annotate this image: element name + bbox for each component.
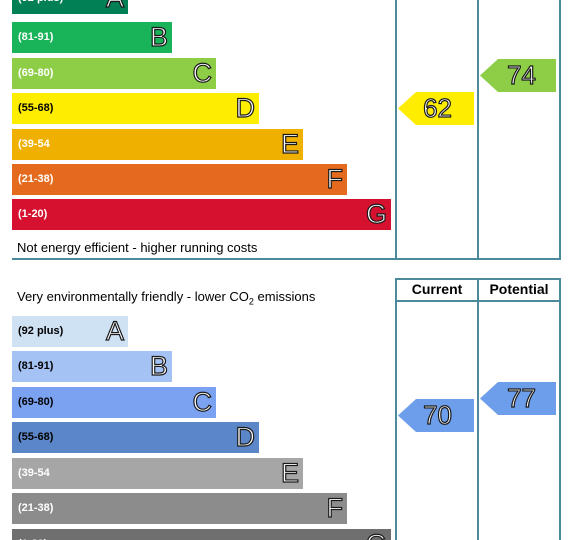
- energy-band-d: (55-68) D: [12, 92, 259, 124]
- arrow-shape: [480, 59, 556, 92]
- env-band-d: (55-68) D: [12, 421, 259, 453]
- band-letter: F: [326, 492, 344, 523]
- band-range: (69-80): [18, 396, 54, 408]
- band-range: (81-91): [18, 360, 54, 372]
- band-range: (21-38): [18, 502, 54, 514]
- energy-current-value: 62: [422, 92, 452, 123]
- band-letter: B: [149, 21, 168, 52]
- env-divider-right: [559, 278, 561, 540]
- band-range: (1-20): [18, 529, 47, 540]
- env-top-note-suffix: emissions: [253, 289, 316, 304]
- energy-frame-bottom: [12, 258, 561, 260]
- band-range: (39-54: [18, 138, 50, 150]
- band-letter: G: [365, 529, 387, 540]
- energy-divider-mid: [477, 0, 479, 258]
- band-range: (92 plus): [18, 0, 63, 14]
- energy-band-b: (81-91) B: [12, 21, 172, 53]
- band-letter: D: [235, 92, 256, 123]
- env-band-a: (92 plus) A: [12, 315, 128, 347]
- arrow-shape: [398, 399, 474, 432]
- band-letter: E: [280, 457, 299, 488]
- energy-divider-left: [395, 0, 397, 258]
- env-top-note: Very environmentally friendly - lower CO…: [17, 289, 315, 307]
- arrow-shape: [398, 92, 474, 125]
- band-range: (81-91): [18, 31, 54, 43]
- env-current-arrow: 70: [398, 399, 474, 432]
- env-top-note-sub: 2: [248, 296, 254, 307]
- arrow-shape: [480, 382, 556, 415]
- energy-band-g: (1-20) G: [12, 198, 391, 230]
- band-letter: B: [149, 350, 168, 381]
- band-letter: G: [365, 198, 387, 229]
- energy-divider-right: [559, 0, 561, 258]
- band-letter: C: [192, 386, 213, 417]
- env-divider-mid: [477, 278, 479, 540]
- env-current-value: 70: [422, 399, 452, 430]
- env-band-f: (21-38) F: [12, 492, 347, 524]
- col-potential-header: Potential: [489, 281, 549, 297]
- band-letter: A: [105, 0, 124, 14]
- energy-potential-value: 74: [506, 59, 536, 90]
- band-range: (55-68): [18, 102, 54, 114]
- energy-potential-arrow: 74: [480, 59, 556, 92]
- band-range: (55-68): [18, 431, 54, 443]
- env-potential-arrow: 77: [480, 382, 556, 415]
- band-letter: E: [280, 128, 299, 159]
- band-range: (92 plus): [18, 325, 64, 337]
- band-letter: C: [192, 57, 213, 88]
- band-range: (39-54: [18, 467, 50, 479]
- energy-bottom-note: Not energy efficient - higher running co…: [17, 240, 258, 255]
- band-letter: D: [235, 421, 256, 452]
- band-letter: A: [105, 315, 124, 346]
- env-band-b: (81-91) B: [12, 350, 172, 382]
- energy-band-a: (92 plus) A: [12, 0, 128, 14]
- energy-band-c: (69-80) C: [12, 57, 216, 89]
- band-range: (21-38): [18, 173, 54, 185]
- env-band-g: (1-20) G: [12, 529, 391, 540]
- env-top-note-prefix: Very environmentally friendly - lower CO: [17, 289, 249, 304]
- energy-band-e: (39-54 E: [12, 128, 303, 160]
- env-divider-left: [395, 278, 397, 540]
- band-letter: F: [326, 163, 344, 194]
- col-current-header: Current: [411, 281, 463, 297]
- env-potential-value: 77: [506, 382, 536, 413]
- band-range: (69-80): [18, 67, 54, 79]
- energy-band-f: (21-38) F: [12, 163, 347, 195]
- band-range: (1-20): [18, 208, 48, 220]
- env-band-e: (39-54 E: [12, 457, 303, 489]
- energy-current-arrow: 62: [398, 92, 474, 125]
- env-band-c: (69-80) C: [12, 386, 216, 418]
